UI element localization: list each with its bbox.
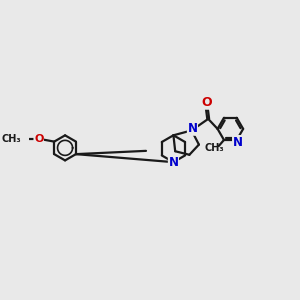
Text: O: O xyxy=(34,134,43,144)
Text: N: N xyxy=(188,122,197,135)
Text: O: O xyxy=(201,96,212,109)
Text: CH₃: CH₃ xyxy=(2,134,21,144)
Text: CH₃: CH₃ xyxy=(205,143,224,153)
Text: N: N xyxy=(232,136,243,148)
Text: N: N xyxy=(168,156,178,169)
